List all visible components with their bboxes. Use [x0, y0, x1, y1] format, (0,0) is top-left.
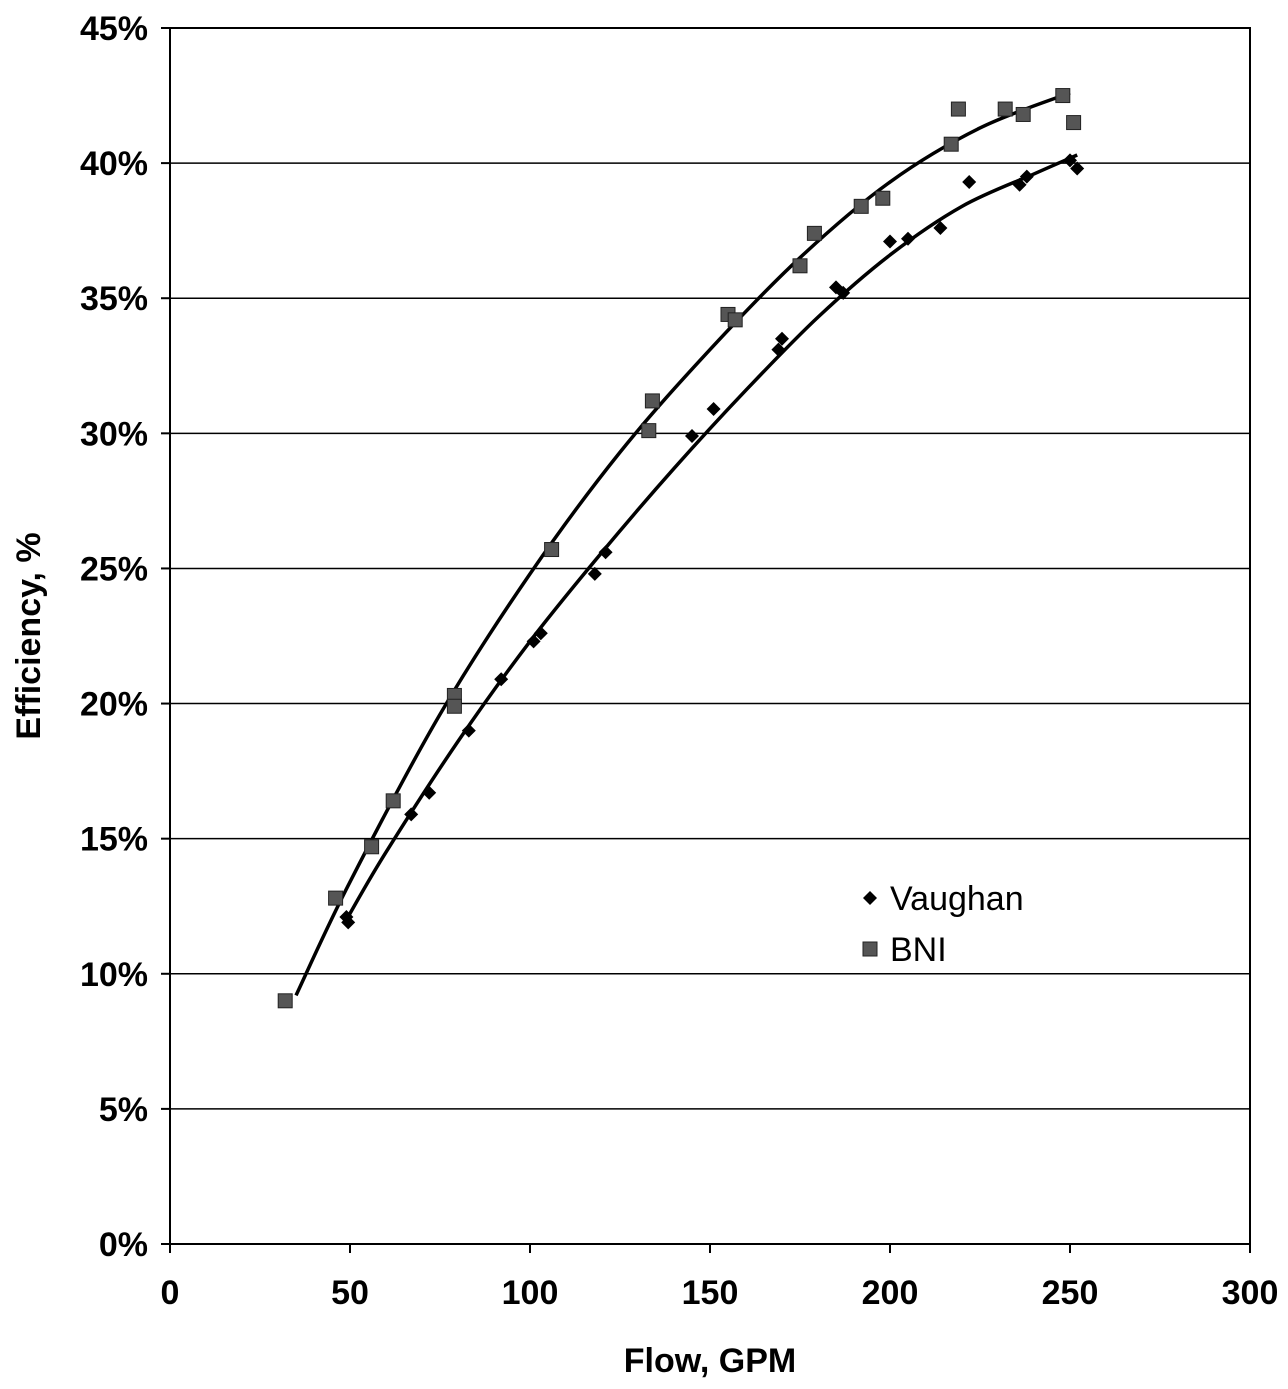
- point-bni: [1015, 106, 1031, 122]
- y-tick-label: 15%: [80, 821, 148, 859]
- point-bni: [446, 698, 462, 714]
- point-vaughan: [685, 429, 699, 444]
- point-vaughan: [598, 545, 613, 560]
- y-tick-label: 5%: [99, 1091, 148, 1129]
- point-vaughan: [461, 723, 476, 738]
- point-vaughan: [1070, 161, 1085, 176]
- point-vaughan: [1063, 153, 1077, 168]
- x-tick-label: 250: [1042, 1274, 1099, 1312]
- trendlines: [294, 91, 1078, 997]
- x-tick-label: 50: [331, 1274, 369, 1312]
- x-tick-labels: 0 50 100 150 200 250 300: [161, 1274, 1279, 1312]
- axis-ticks: [161, 27, 1251, 1253]
- point-vaughan: [775, 331, 789, 346]
- point-vaughan: [494, 672, 509, 687]
- trendline-vaughan: [344, 153, 1078, 921]
- point-bni: [950, 101, 966, 117]
- point-bni: [1066, 115, 1082, 131]
- x-tick-label: 300: [1222, 1274, 1279, 1312]
- point-vaughan: [771, 342, 786, 357]
- y-tick-label: 0%: [99, 1226, 148, 1264]
- y-tick-label: 40%: [80, 145, 148, 183]
- point-bni: [328, 890, 344, 906]
- point-bni: [792, 258, 808, 274]
- point-vaughan: [706, 402, 721, 417]
- y-tick-label: 20%: [80, 686, 148, 724]
- point-bni: [875, 190, 891, 206]
- x-tick-label: 150: [682, 1274, 739, 1312]
- y-tick-label: 35%: [80, 280, 148, 318]
- legend-vaughan-label: Vaughan: [890, 880, 1024, 918]
- point-vaughan: [901, 231, 915, 246]
- point-bni: [943, 136, 959, 152]
- point-bni: [385, 793, 401, 809]
- y-axis-title: Efficiency, %: [10, 532, 48, 739]
- point-vaughan: [526, 634, 541, 649]
- legend: Vaughan BNI: [862, 880, 1024, 969]
- legend-bni-marker: [862, 941, 878, 957]
- x-tick-label: 100: [502, 1274, 559, 1312]
- point-bni: [853, 198, 869, 214]
- point-bni: [544, 542, 560, 558]
- x-tick-label: 0: [161, 1274, 180, 1312]
- trendline-bni: [294, 91, 1071, 997]
- point-vaughan: [883, 234, 897, 249]
- point-bni: [727, 312, 743, 328]
- point-vaughan: [1012, 177, 1027, 192]
- y-tick-label: 30%: [80, 415, 148, 453]
- point-vaughan: [533, 626, 548, 641]
- point-bni: [277, 993, 293, 1009]
- y-tick-label: 10%: [80, 956, 148, 994]
- legend-bni-label: BNI: [890, 931, 947, 969]
- x-axis-title: Flow, GPM: [624, 1342, 797, 1380]
- point-vaughan: [587, 566, 602, 581]
- y-tick-label: 45%: [80, 10, 148, 48]
- point-vaughan: [933, 220, 948, 235]
- x-tick-label: 200: [862, 1274, 919, 1312]
- point-vaughan: [1019, 169, 1034, 184]
- point-bni: [644, 393, 660, 409]
- point-vaughan: [404, 807, 419, 822]
- data-points: [277, 88, 1085, 1009]
- gridlines: [170, 162, 1250, 1110]
- y-tick-labels: 0% 5% 10% 15% 20% 25% 30% 35% 40% 45%: [80, 10, 148, 1264]
- y-tick-label: 25%: [80, 550, 148, 588]
- point-bni: [997, 101, 1013, 117]
- point-bni: [806, 225, 822, 241]
- point-vaughan: [836, 285, 851, 300]
- point-bni: [364, 839, 380, 855]
- point-bni: [641, 423, 657, 439]
- point-bni: [1055, 88, 1071, 104]
- legend-vaughan-marker: [863, 891, 877, 905]
- point-vaughan: [962, 175, 977, 190]
- point-vaughan: [422, 785, 437, 800]
- point-vaughan: [341, 915, 356, 930]
